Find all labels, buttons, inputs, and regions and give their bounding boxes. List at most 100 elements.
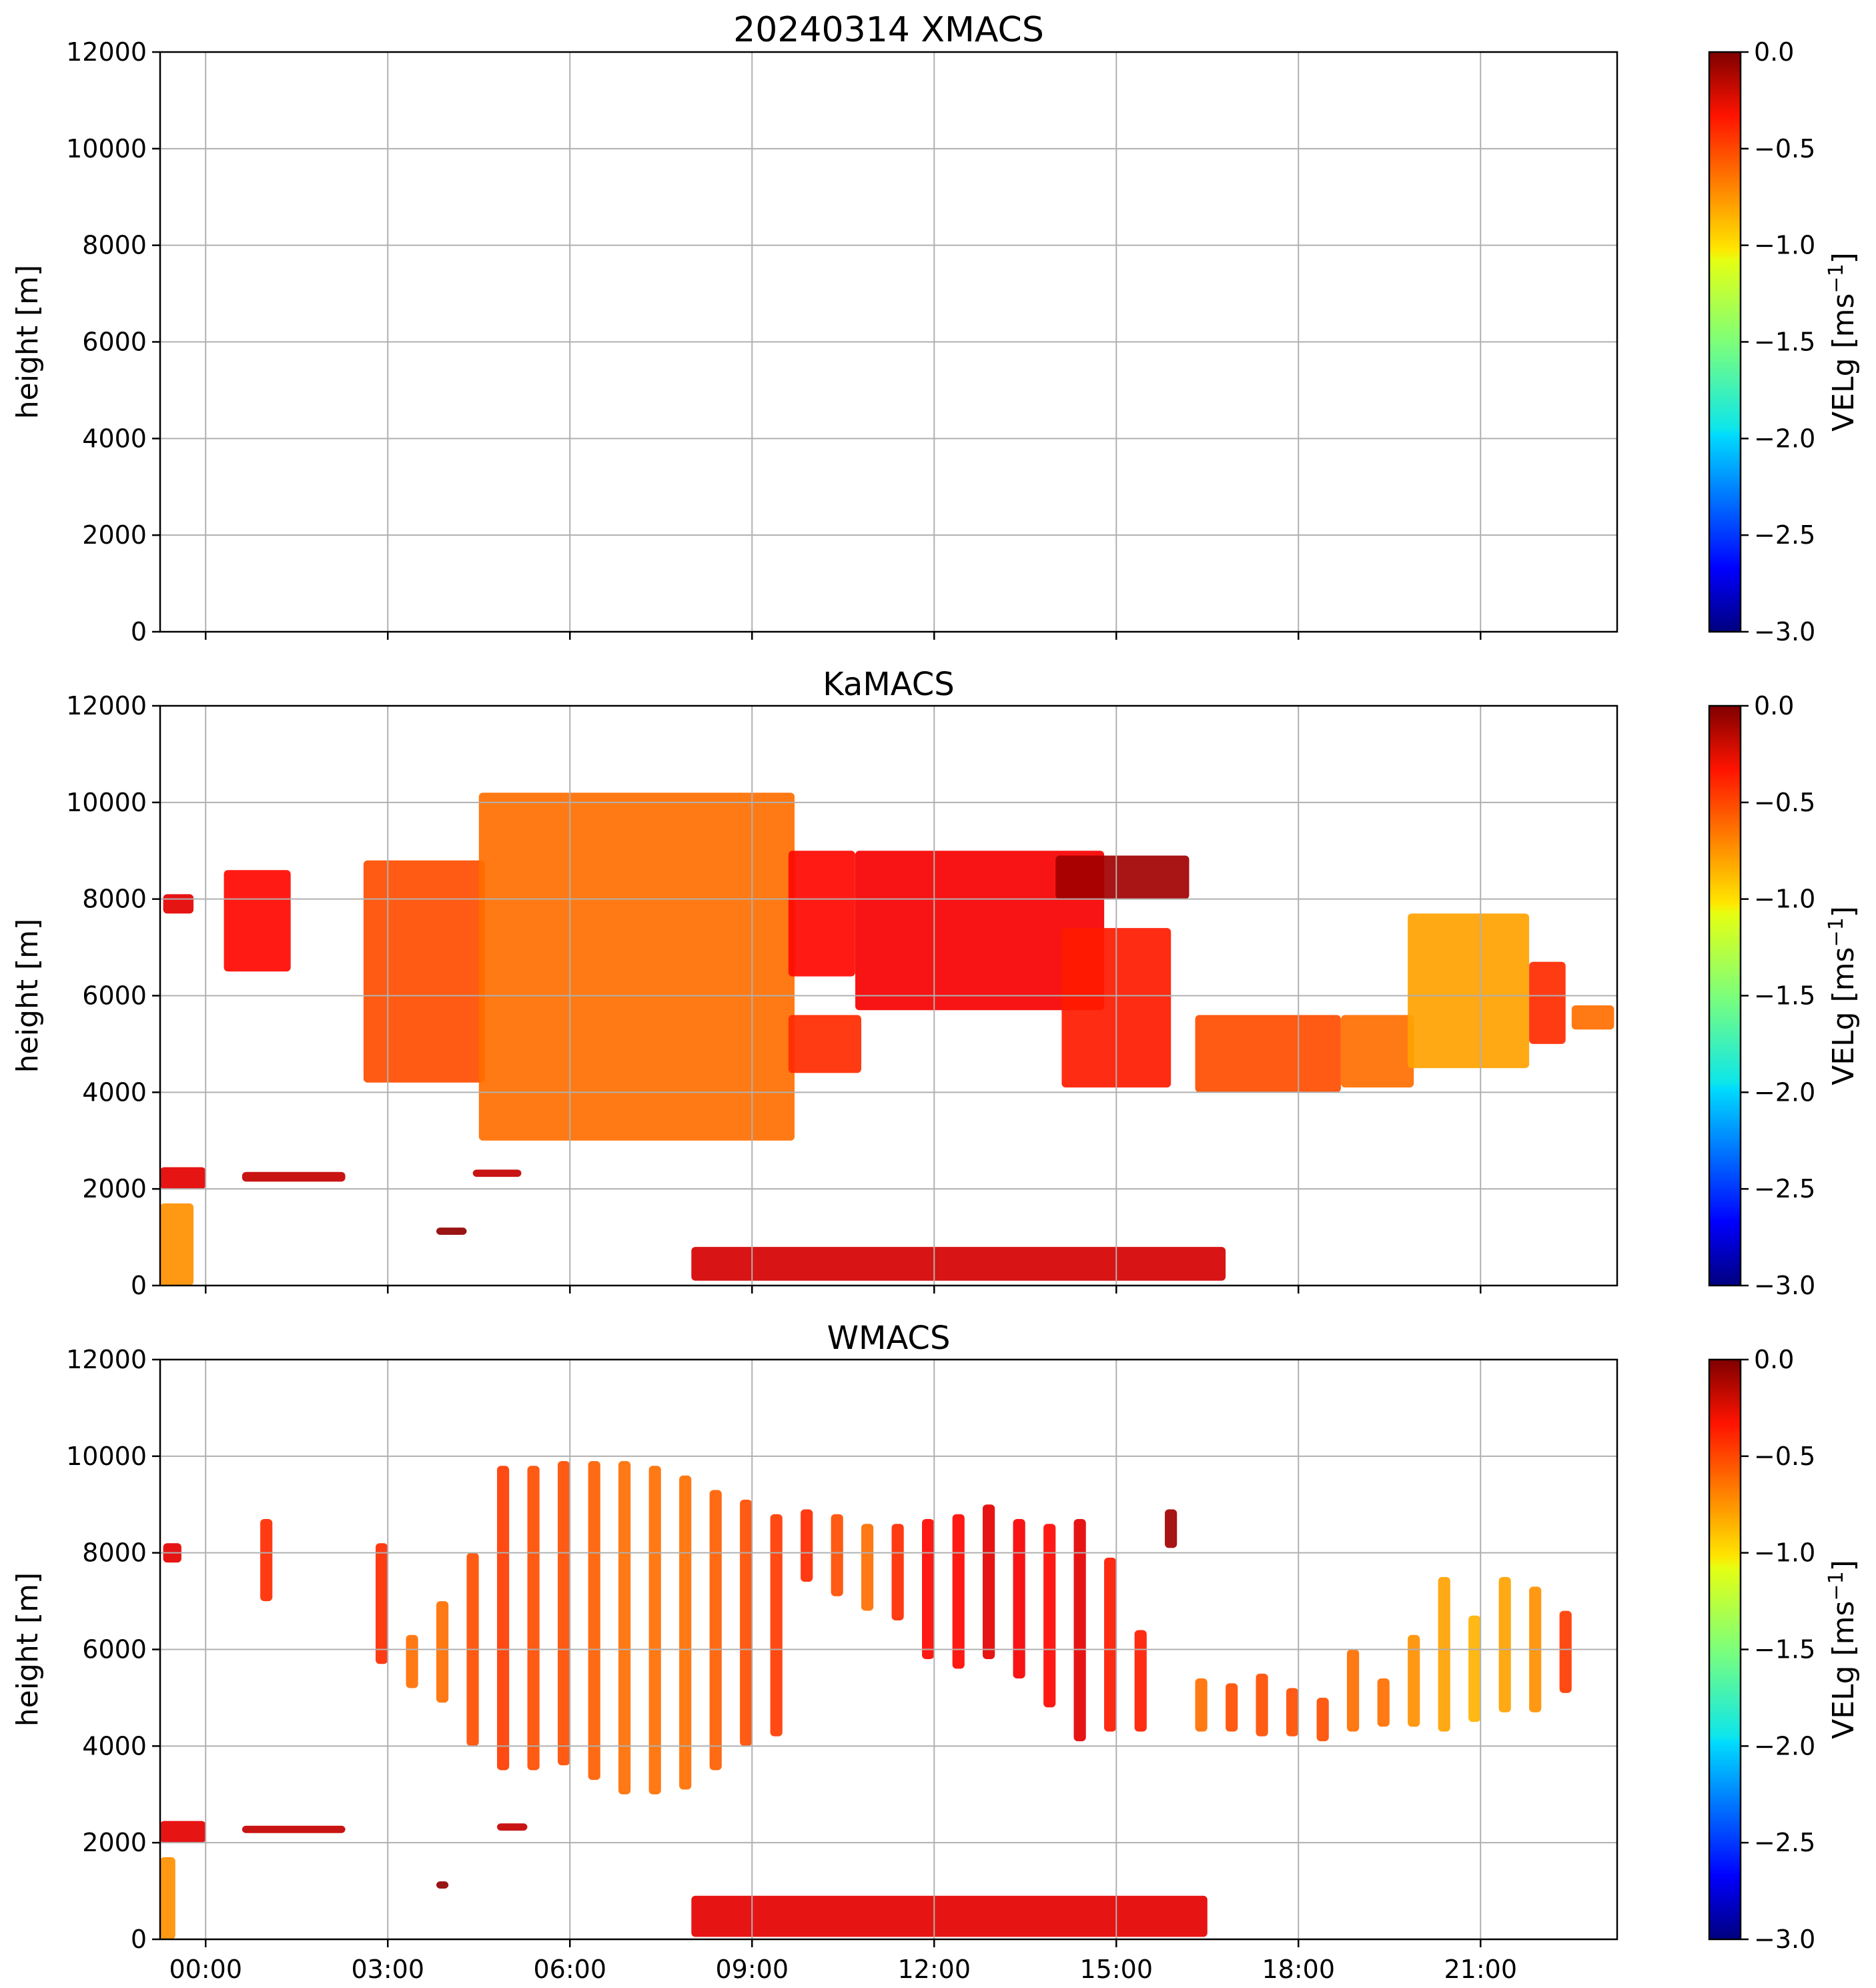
data-region bbox=[801, 1509, 813, 1582]
y-tick-label: 10000 bbox=[66, 134, 147, 163]
data-region bbox=[1195, 1678, 1208, 1732]
colorbar-tick-label: 0.0 bbox=[1754, 37, 1794, 67]
colorbar-label: VELg [ms−1] bbox=[1825, 906, 1861, 1085]
data-region bbox=[1559, 1610, 1572, 1693]
data-region bbox=[679, 1475, 692, 1790]
data-region bbox=[436, 1227, 467, 1235]
x-tick-label: 12:00 bbox=[897, 1955, 971, 1984]
data-region bbox=[223, 870, 291, 972]
panel-2-data bbox=[160, 793, 1614, 1286]
panel-2: 12000 10000 8000 6000 4000 2000 0 height [m] KaM… bbox=[11, 666, 1861, 1300]
colorbar: 0.0 −0.5 −1.0 −1.5 −2.0 −2.5 −3.0 VELg [ms−1] bbox=[1708, 37, 1861, 646]
data-region bbox=[472, 1169, 522, 1177]
panel-title: KaMACS bbox=[823, 666, 954, 703]
y-tick-label: 4000 bbox=[82, 1077, 147, 1107]
colorbar-tick-label: −2.5 bbox=[1754, 520, 1815, 550]
data-region bbox=[406, 1634, 418, 1688]
data-region bbox=[788, 1015, 861, 1073]
data-region bbox=[1347, 1649, 1360, 1732]
data-region bbox=[1468, 1615, 1481, 1722]
panel-3-data bbox=[160, 1461, 1572, 1939]
colorbar-tick-label: −2.5 bbox=[1754, 1828, 1815, 1857]
data-region bbox=[855, 851, 1105, 1011]
colorbar-label-sup: −1 bbox=[1825, 917, 1848, 947]
x-tick-label: 15:00 bbox=[1079, 1955, 1153, 1984]
colorbar-label-end: ] bbox=[1827, 1560, 1861, 1571]
data-region bbox=[376, 1543, 388, 1664]
colorbar-tick-label: −0.5 bbox=[1754, 1442, 1815, 1471]
x-tick-label: 03:00 bbox=[351, 1955, 424, 1984]
data-region bbox=[163, 894, 194, 914]
data-region bbox=[1226, 1683, 1238, 1732]
y-tick-label: 0 bbox=[131, 1271, 147, 1300]
colorbar: 0.0 −0.5 −1.0 −1.5 −2.0 −2.5 −3.0 VELg [ms−1] bbox=[1708, 1345, 1861, 1954]
data-region bbox=[160, 1857, 175, 1939]
data-region bbox=[1377, 1678, 1390, 1727]
colorbar-tick-label: −0.5 bbox=[1754, 134, 1815, 163]
y-axis-label: height [m] bbox=[11, 919, 45, 1073]
data-region bbox=[1013, 1519, 1025, 1678]
data-region bbox=[1055, 855, 1190, 899]
data-region bbox=[242, 1171, 346, 1182]
data-region bbox=[527, 1466, 540, 1771]
data-region bbox=[1043, 1524, 1056, 1708]
data-region bbox=[770, 1514, 783, 1736]
data-region bbox=[1286, 1688, 1299, 1736]
colorbar-label: VELg [ms−1] bbox=[1825, 252, 1861, 432]
colorbar-tick-label: −1.0 bbox=[1754, 231, 1815, 260]
colorbar-label-end: ] bbox=[1827, 252, 1861, 264]
data-region bbox=[588, 1461, 600, 1781]
colorbar-tick-label: −2.0 bbox=[1754, 1077, 1815, 1107]
data-region bbox=[788, 851, 855, 977]
y-axis-label: height [m] bbox=[11, 265, 45, 419]
panel-title: WMACS bbox=[827, 1320, 951, 1357]
data-region bbox=[891, 1524, 904, 1620]
data-region bbox=[952, 1514, 965, 1669]
panel-title: 20240314 XMACS bbox=[733, 10, 1044, 50]
colorbar-tick-label: −2.0 bbox=[1754, 1731, 1815, 1761]
x-tick-label: 09:00 bbox=[715, 1955, 789, 1984]
data-region bbox=[831, 1514, 843, 1596]
data-region bbox=[478, 793, 795, 1141]
colorbar-label-end: ] bbox=[1827, 906, 1861, 917]
y-tick-label: 2000 bbox=[82, 1174, 147, 1203]
data-region bbox=[1256, 1673, 1268, 1736]
y-tick-label: 4000 bbox=[82, 424, 147, 453]
colorbar-tick-label: 0.0 bbox=[1754, 1345, 1794, 1374]
y-axis-label: height [m] bbox=[11, 1572, 45, 1726]
y-tick-label: 10000 bbox=[66, 788, 147, 817]
colorbar-gradient bbox=[1709, 1360, 1741, 1939]
y-tick-label: 10000 bbox=[66, 1442, 147, 1471]
y-tick-label: 8000 bbox=[82, 885, 147, 914]
data-region bbox=[1104, 1557, 1117, 1732]
data-region bbox=[709, 1490, 722, 1771]
colorbar-tick-label: −1.5 bbox=[1754, 328, 1815, 357]
data-region bbox=[1408, 913, 1530, 1069]
x-tick-label: 00:00 bbox=[169, 1955, 242, 1984]
colorbar-tick-label: −0.5 bbox=[1754, 788, 1815, 817]
data-region bbox=[160, 1167, 206, 1189]
data-region bbox=[1073, 1519, 1086, 1742]
colorbar-tick-label: −2.0 bbox=[1754, 424, 1815, 453]
x-tick-label: 21:00 bbox=[1444, 1955, 1517, 1984]
y-tick-label: 4000 bbox=[82, 1731, 147, 1761]
data-region bbox=[1529, 961, 1566, 1044]
colorbar-label: VELg [ms−1] bbox=[1825, 1560, 1861, 1739]
data-region bbox=[648, 1466, 661, 1795]
colorbar-label-main: VELg [ms bbox=[1827, 294, 1861, 432]
data-region bbox=[363, 860, 485, 1083]
y-tick-label: 8000 bbox=[82, 231, 147, 260]
colorbar-tick-label: −1.0 bbox=[1754, 1538, 1815, 1568]
y-tick-label: 2000 bbox=[82, 1828, 147, 1857]
data-region bbox=[740, 1500, 753, 1747]
colorbar-tick-label: −1.5 bbox=[1754, 981, 1815, 1011]
colorbar-gradient bbox=[1709, 706, 1741, 1286]
colorbar-tick-label: −1.0 bbox=[1754, 885, 1815, 914]
colorbar-label-sup: −1 bbox=[1825, 264, 1848, 293]
colorbar-tick-label: −3.0 bbox=[1754, 617, 1815, 646]
colorbar-label-main: VELg [ms bbox=[1827, 947, 1861, 1085]
data-region bbox=[497, 1823, 528, 1831]
data-region bbox=[861, 1524, 874, 1611]
data-region bbox=[436, 1601, 449, 1703]
